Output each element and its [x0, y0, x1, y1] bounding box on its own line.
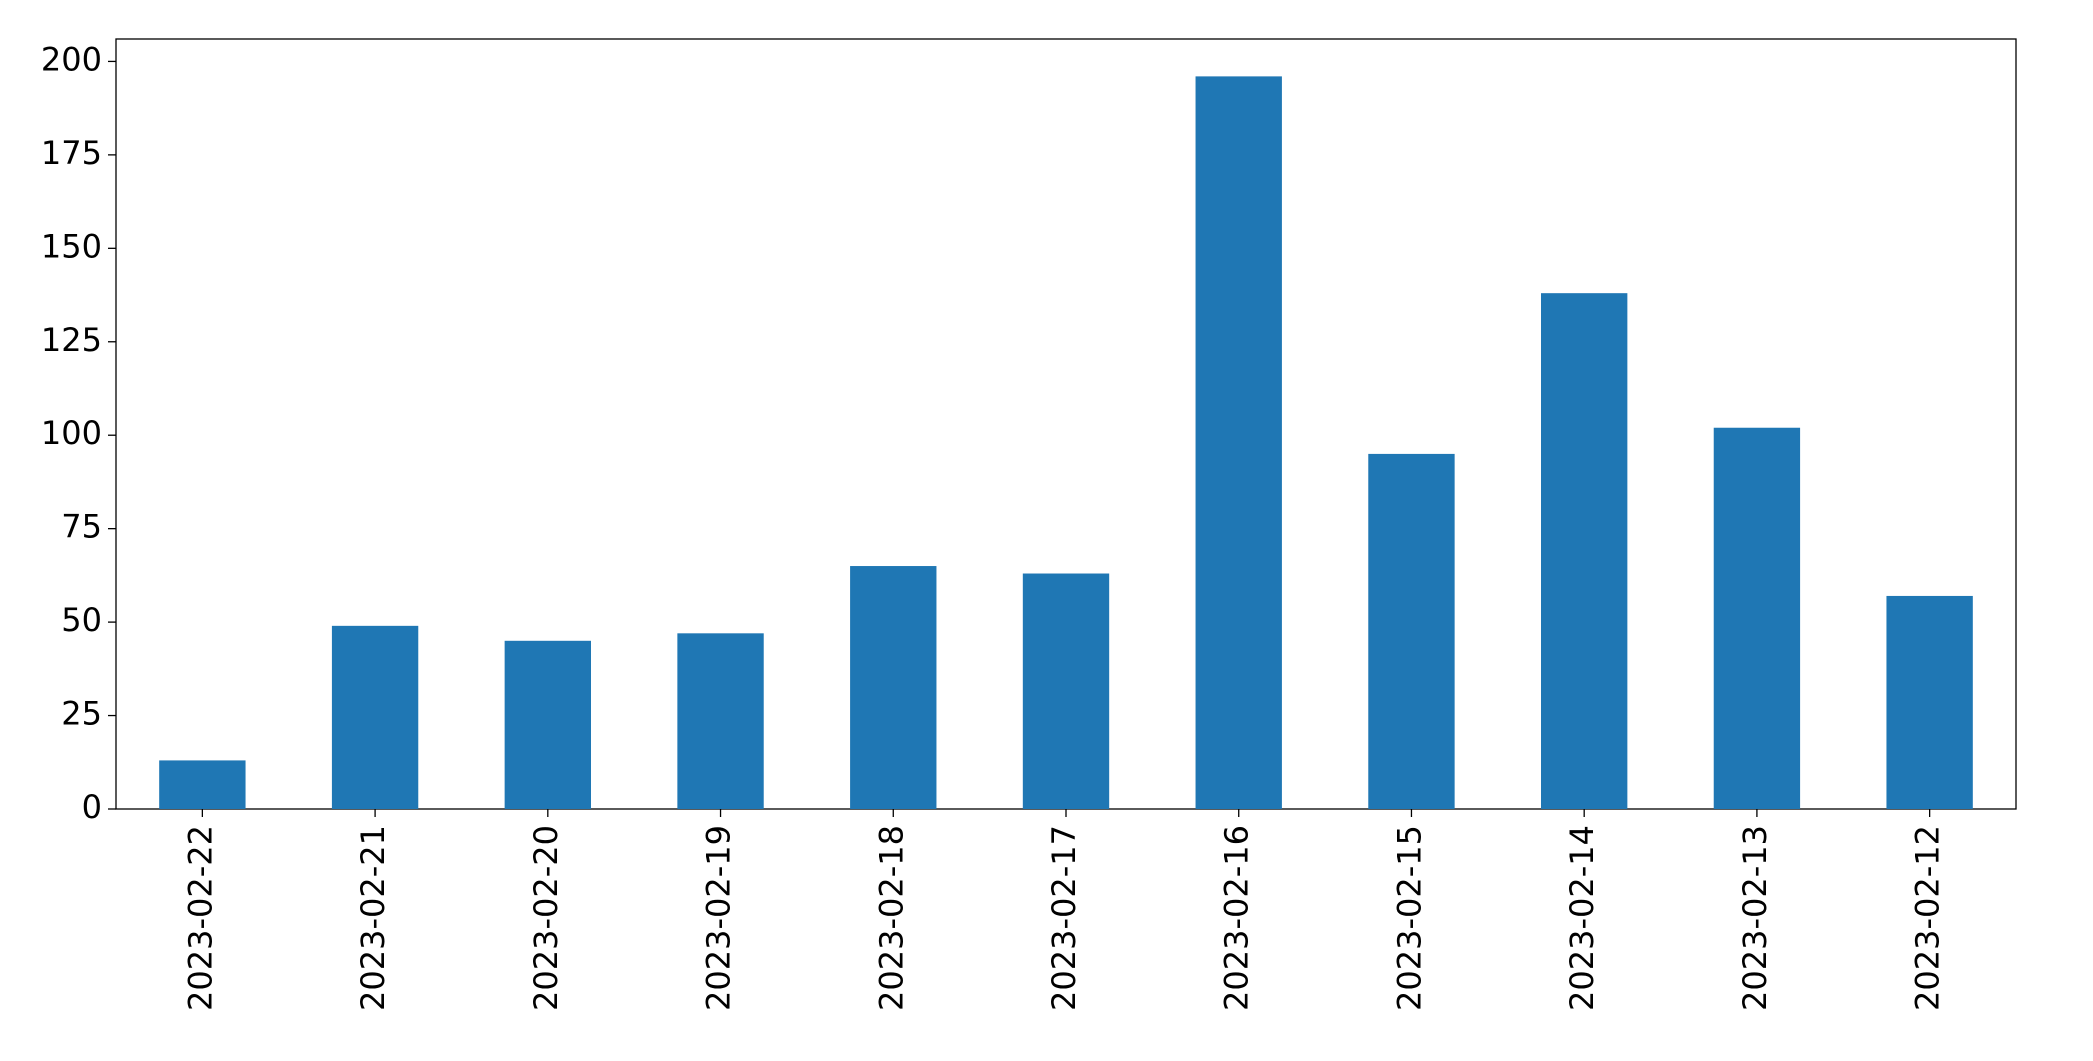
y-tick-label: 125 [41, 321, 102, 359]
bar [1541, 293, 1628, 809]
y-tick-label: 175 [41, 134, 102, 172]
x-tick-label: 2023-02-15 [1390, 825, 1428, 1011]
x-tick-label: 2023-02-17 [1045, 825, 1083, 1011]
bar [1022, 573, 1110, 809]
bar [677, 633, 764, 809]
y-tick-label: 150 [41, 227, 102, 265]
x-tick-label: 2023-02-13 [1736, 825, 1774, 1011]
x-tick-label: 2023-02-20 [527, 825, 565, 1011]
bar [504, 640, 591, 809]
y-tick-label: 50 [61, 601, 102, 639]
x-tick-label: 2023-02-18 [872, 825, 910, 1011]
x-tick-label: 2023-02-22 [181, 825, 219, 1011]
y-tick-label: 0 [82, 788, 102, 826]
x-tick-label: 2023-02-12 [1909, 825, 1947, 1011]
y-tick-label: 75 [61, 508, 102, 546]
bar [159, 760, 246, 809]
bar [850, 566, 937, 809]
y-tick-label: 25 [61, 695, 102, 733]
bar [1886, 595, 1973, 809]
y-tick-label: 200 [41, 40, 102, 78]
bar [1713, 427, 1801, 809]
bar [1195, 76, 1282, 809]
bar [1368, 453, 1455, 809]
x-tick-label: 2023-02-16 [1218, 825, 1256, 1011]
x-tick-label: 2023-02-14 [1563, 825, 1601, 1011]
x-tick-label: 2023-02-21 [354, 825, 392, 1011]
x-tick-label: 2023-02-19 [700, 825, 738, 1011]
y-tick-label: 100 [41, 414, 102, 452]
bar [331, 625, 419, 809]
